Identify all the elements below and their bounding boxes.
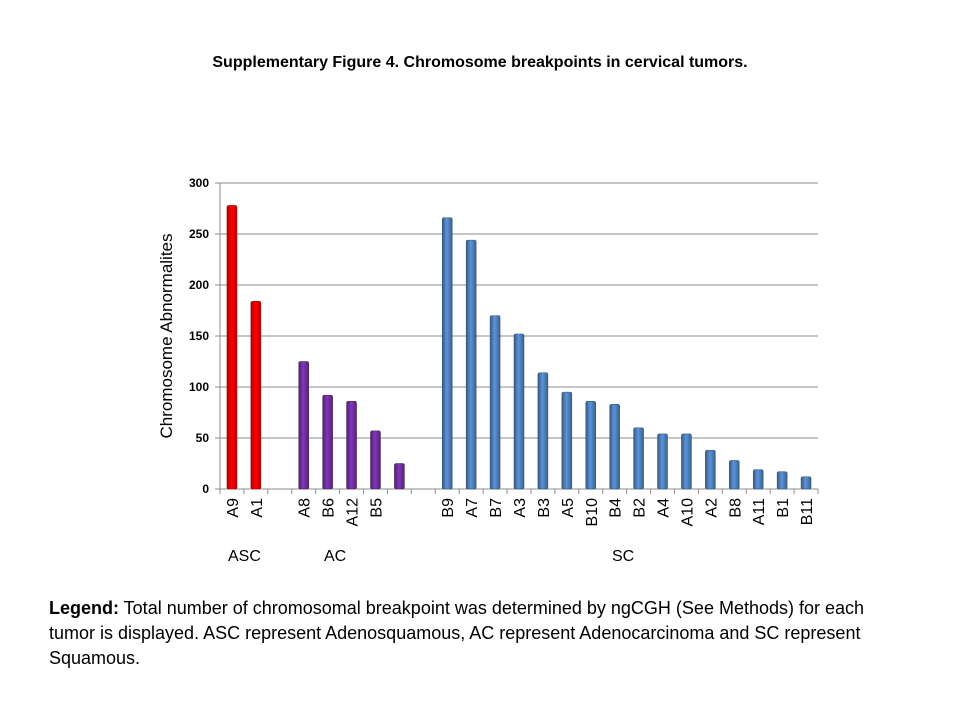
x-tick-label: A2	[703, 498, 720, 518]
y-tick-label: 250	[189, 227, 209, 241]
bar	[585, 401, 597, 490]
bar	[800, 476, 812, 490]
y-tick-label: 150	[189, 329, 209, 343]
x-tick-label: A7	[464, 498, 481, 518]
bar	[226, 205, 238, 490]
x-tick-label: B9	[440, 498, 457, 518]
x-tick-label: B11	[799, 498, 816, 525]
bar	[346, 401, 357, 490]
x-tick-label: B5	[368, 498, 385, 518]
x-tick-label: A8	[297, 498, 314, 518]
bar	[609, 404, 620, 490]
bar	[394, 463, 405, 490]
bar	[633, 427, 644, 490]
bar	[322, 394, 333, 490]
bar	[489, 315, 501, 490]
bar	[441, 217, 453, 490]
bar	[298, 361, 309, 490]
x-tick-label: A12	[345, 498, 362, 527]
x-tick-label: A11	[751, 498, 768, 525]
bar	[657, 433, 668, 490]
bar	[465, 239, 477, 490]
x-tick-label: B2	[632, 498, 649, 518]
legend-text: Total number of chromosomal breakpoint w…	[49, 598, 865, 668]
y-tick-label: 100	[189, 380, 209, 394]
bar	[752, 469, 764, 490]
bar	[513, 333, 525, 490]
x-tick-label: A10	[679, 498, 696, 527]
x-tick-label: A9	[225, 498, 242, 518]
y-tick-label: 300	[189, 176, 209, 190]
x-tick-label: A4	[656, 498, 673, 518]
bar	[681, 433, 692, 490]
bar	[776, 471, 788, 490]
x-tick-label: A3	[512, 498, 529, 518]
bar	[729, 460, 740, 490]
legend-heading: Legend:	[49, 598, 119, 618]
y-tick-label: 50	[196, 431, 210, 445]
x-tick-label: A5	[560, 498, 577, 518]
x-tick-label: B4	[608, 498, 625, 518]
group-label-sc: SC	[612, 548, 635, 565]
x-tick-label: B7	[488, 498, 505, 518]
bar	[537, 372, 549, 490]
x-axis-ticks: A9 A1 A8 B6 A12 B5 B9 A7 B7 A3 B3 A5 B10 B4 B2 A4 A10 A2 B…	[219, 489, 819, 527]
bar	[250, 301, 262, 490]
y-tick-label: 200	[189, 278, 209, 292]
bar	[370, 430, 381, 490]
x-tick-label: B3	[536, 498, 553, 518]
x-tick-label: A1	[249, 498, 266, 518]
x-tick-label: B8	[727, 498, 744, 518]
x-tick-label: B10	[584, 498, 601, 527]
figure-title: Supplementary Figure 4. Chromosome break…	[212, 54, 748, 71]
y-tick-label: 0	[202, 482, 209, 496]
x-tick-label: B1	[775, 498, 792, 518]
figure-legend: Legend: Total number of chromosomal brea…	[49, 596, 909, 671]
x-tick-label: B6	[321, 498, 338, 518]
group-label-asc: ASC	[228, 548, 261, 565]
group-label-ac: AC	[324, 548, 347, 565]
bar	[705, 449, 716, 490]
bars	[226, 205, 812, 490]
y-axis-label: Chromosome Abnormalites	[157, 233, 176, 438]
bar	[561, 391, 573, 490]
y-axis-ticks: 0 50 100 150 200 250 300	[189, 176, 209, 496]
